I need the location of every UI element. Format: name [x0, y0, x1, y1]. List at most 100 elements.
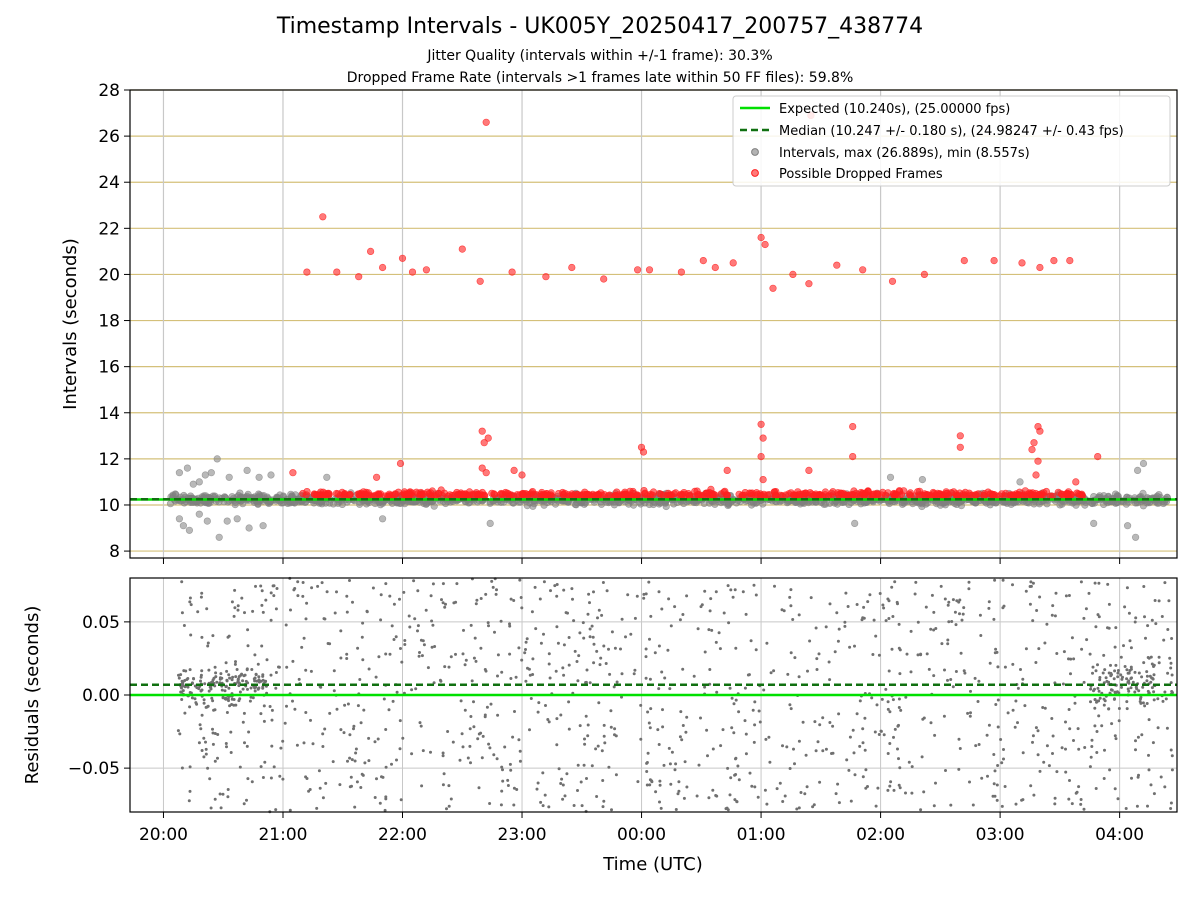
interval-point — [1133, 466, 1142, 475]
residual-point — [473, 636, 477, 640]
residual-point — [789, 707, 793, 711]
residual-point — [279, 746, 283, 750]
residual-point — [480, 756, 484, 760]
dropped-frame-point — [990, 257, 998, 265]
residual-point — [962, 669, 966, 673]
residual-point — [559, 713, 563, 717]
residual-point — [1083, 746, 1087, 749]
residual-point — [339, 656, 343, 660]
residual-point — [208, 777, 212, 781]
residual-point — [1149, 783, 1153, 787]
residual-point — [348, 756, 352, 760]
interval-point — [1123, 522, 1132, 530]
residual-point — [304, 617, 308, 621]
residual-point — [310, 586, 314, 590]
residual-point — [278, 774, 282, 778]
residual-point — [206, 644, 210, 648]
x-tick-label: 22:00 — [378, 825, 427, 845]
residual-point — [699, 716, 702, 720]
residual-point — [954, 670, 958, 673]
residual-point — [1134, 739, 1137, 743]
dropped-frame-point — [790, 491, 799, 499]
residual-point — [395, 690, 399, 694]
residual-point — [1114, 663, 1118, 667]
residual-point — [1133, 670, 1137, 674]
residual-point — [245, 798, 248, 802]
residual-point — [1164, 697, 1168, 701]
residual-point — [261, 776, 265, 779]
residual-point — [650, 779, 654, 783]
residual-point — [588, 681, 592, 685]
residual-point — [451, 740, 455, 744]
residual-point — [1085, 638, 1089, 642]
interval-point — [851, 519, 859, 528]
residual-point — [342, 731, 346, 735]
residual-point — [356, 704, 360, 708]
residual-point — [953, 610, 957, 614]
dropped-frame-point — [1073, 489, 1081, 497]
residual-point — [413, 617, 417, 621]
residual-point — [809, 596, 813, 600]
residual-point — [1031, 740, 1034, 744]
dropped-frame-point — [1072, 478, 1080, 486]
legend-median-label: Median (10.247 +/- 0.180 s), (24.98247 +… — [779, 124, 1124, 139]
residual-point — [321, 745, 325, 748]
residual-point — [1077, 785, 1081, 789]
residual-point — [338, 783, 342, 787]
residual-point — [359, 721, 363, 725]
residual-point — [993, 578, 997, 582]
residual-point — [250, 780, 254, 784]
residual-point — [1073, 701, 1077, 705]
dropped-frame-point — [559, 491, 568, 499]
residual-point — [896, 724, 900, 728]
residual-point — [1127, 681, 1131, 685]
residual-point — [572, 804, 576, 807]
residual-point — [1168, 656, 1172, 660]
residual-point — [1129, 646, 1133, 650]
residual-point — [1038, 769, 1042, 773]
residual-point — [876, 786, 880, 790]
residual-point — [1079, 798, 1083, 801]
interval-point — [752, 499, 760, 507]
residual-point — [815, 668, 819, 671]
residual-point — [546, 718, 550, 721]
residual-point — [707, 628, 711, 632]
dropped-frame-point — [435, 489, 443, 497]
dropped-frame-point — [537, 490, 545, 499]
residual-point — [197, 741, 201, 745]
residual-point — [253, 676, 257, 680]
residual-point — [871, 653, 875, 656]
interval-point — [951, 499, 959, 508]
y-tick-label: 20 — [98, 265, 120, 285]
residual-point — [614, 734, 618, 738]
residual-point — [668, 687, 672, 691]
residual-point — [680, 738, 684, 742]
residual-point — [496, 713, 500, 717]
residual-point — [957, 600, 961, 604]
residual-point — [199, 679, 202, 683]
residual-point — [1146, 689, 1150, 693]
residual-point — [213, 732, 217, 735]
residual-point — [234, 660, 237, 664]
residual-point — [263, 760, 267, 764]
residual-point — [236, 608, 240, 612]
residual-point — [817, 652, 821, 656]
residual-point — [1113, 787, 1117, 791]
residual-point — [648, 726, 652, 730]
dropped-frame-point — [802, 489, 810, 498]
residual-point — [781, 800, 785, 803]
residual-point — [248, 699, 252, 703]
residual-point — [805, 785, 809, 789]
dropped-frame-point — [769, 284, 777, 292]
residual-point — [608, 672, 612, 676]
residual-point — [226, 788, 230, 791]
residual-point — [254, 685, 258, 689]
residual-point — [581, 621, 585, 625]
residual-point — [1021, 751, 1025, 755]
residual-point — [957, 737, 961, 741]
residual-point — [1067, 797, 1071, 801]
residual-point — [285, 704, 288, 708]
residual-point — [682, 796, 686, 800]
residual-point — [528, 728, 531, 732]
residual-point — [795, 807, 799, 811]
